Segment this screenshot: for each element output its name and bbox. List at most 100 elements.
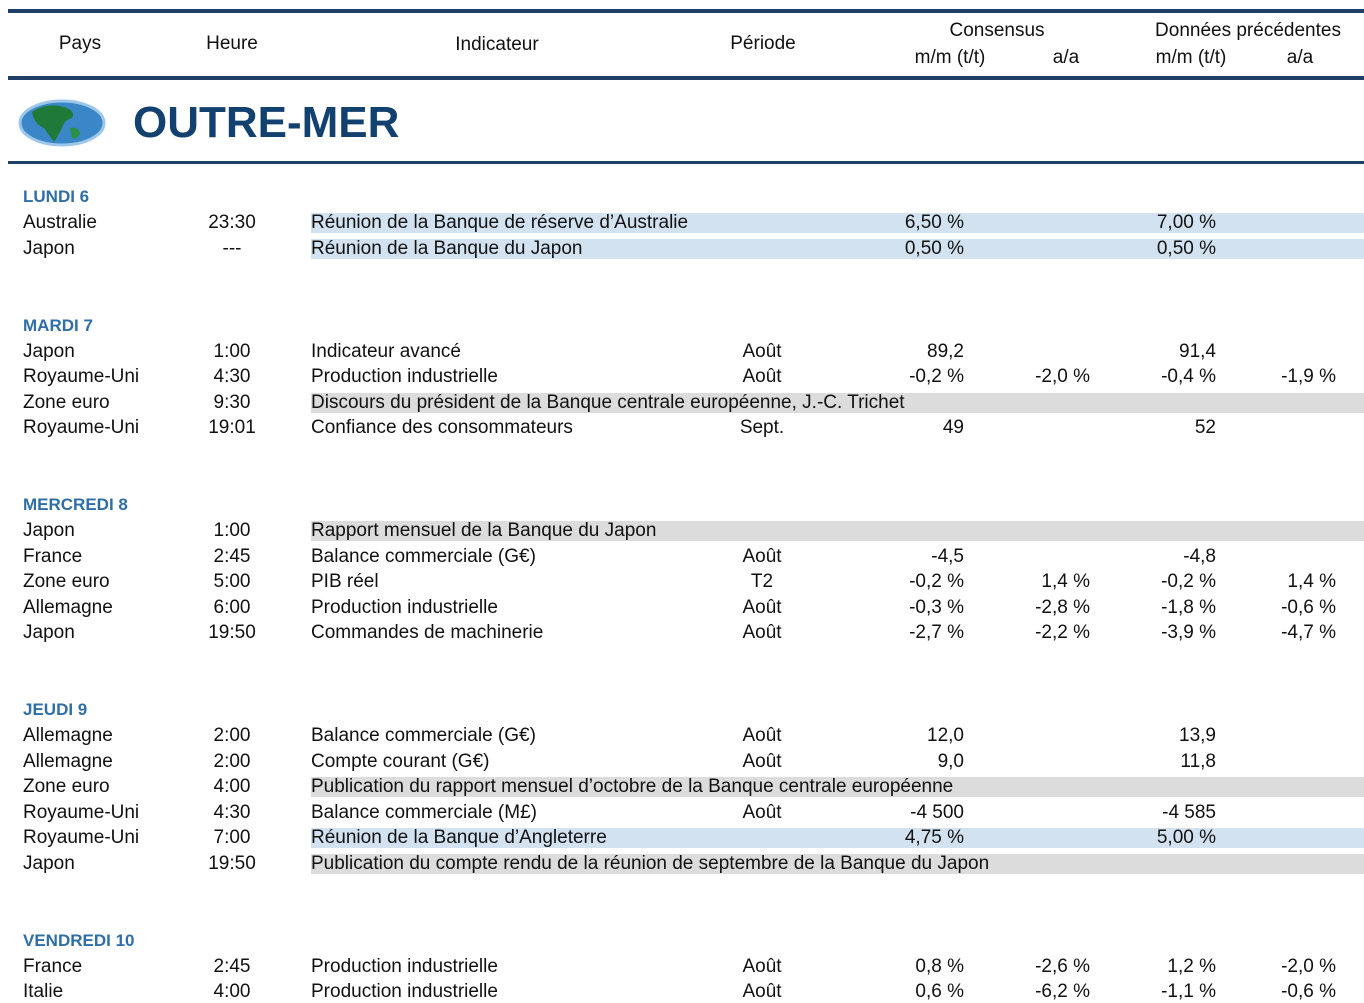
cell-consensus-mm: -4,5	[931, 545, 964, 567]
cell-indicator: Rapport mensuel de la Banque du Japon	[311, 520, 657, 541]
cell-previous-aa: -0,6 %	[1281, 596, 1336, 618]
cell-indicator: Compte courant (G€)	[311, 750, 490, 772]
cell-previous-aa: -2,0 %	[1281, 955, 1336, 977]
cell-indicator: Production industrielle	[311, 366, 498, 387]
cell-previous-mm: 0,50 %	[1156, 237, 1216, 259]
col-header: Période	[730, 33, 796, 54]
day-heading: LUNDI 6	[23, 187, 90, 206]
cell-consensus-aa: 1,4 %	[1041, 571, 1090, 592]
cell-country: Allemagne	[23, 596, 113, 618]
cell-previous-mm: -3,9 %	[1161, 622, 1216, 643]
row-highlight	[311, 238, 1364, 259]
cell-consensus-aa: -2,0 %	[1035, 366, 1090, 387]
cell-country: Royaume-Uni	[23, 417, 140, 438]
cell-previous-aa: 1,4 %	[1287, 571, 1336, 592]
cell-consensus-aa: -2,8 %	[1035, 596, 1090, 618]
top-rule	[8, 9, 1364, 13]
cell-time: 9:30	[213, 391, 251, 413]
day-heading: JEUDI 9	[23, 700, 88, 719]
cell-time: 6:00	[213, 596, 251, 618]
cell-country: Japon	[23, 520, 75, 541]
day-heading: VENDREDI 10	[23, 930, 135, 950]
cell-country: Royaume-Uni	[23, 366, 140, 387]
cell-indicator: Production industrielle	[311, 596, 498, 618]
cell-country: France	[23, 955, 83, 977]
cell-period: Août	[742, 725, 782, 746]
row-highlight	[311, 853, 1364, 874]
cell-previous-mm: -0,2 %	[1161, 571, 1216, 592]
cell-previous-mm: 52	[1194, 417, 1216, 438]
cell-consensus-mm: -0,2 %	[909, 366, 964, 387]
cell-time: 4:30	[213, 801, 251, 823]
day-heading: MERCREDI 8	[23, 495, 128, 514]
cell-country: Japon	[23, 237, 75, 259]
cell-country: Japon	[23, 852, 75, 874]
cell-consensus-mm: 9,0	[937, 750, 964, 772]
cell-indicator: Réunion de la Banque du Japon	[311, 237, 583, 259]
cell-previous-mm: -1,1 %	[1161, 981, 1216, 1002]
col-header: Heure	[206, 33, 258, 54]
cell-consensus-mm: -4 500	[910, 801, 964, 823]
col-subheader: a/a	[1286, 47, 1314, 68]
cell-previous-mm: 7,00 %	[1156, 212, 1216, 233]
cell-indicator: PIB réel	[311, 571, 379, 592]
cell-consensus-mm: 89,2	[927, 340, 964, 362]
day-heading: MARDI 7	[23, 315, 93, 335]
cell-indicator: Discours du président de la Banque centr…	[311, 391, 905, 413]
cell-country: Japon	[23, 340, 75, 362]
cell-period: Août	[742, 981, 782, 1002]
row-highlight	[311, 828, 1364, 848]
cell-period: Sept.	[739, 417, 785, 438]
cell-time: 2:45	[213, 955, 251, 977]
col-subheader: m/m (t/t)	[1155, 47, 1227, 68]
cell-period: Août	[742, 750, 782, 772]
cell-previous-mm: 11,8	[1180, 750, 1216, 772]
cell-time: 7:00	[213, 827, 251, 848]
col-header: Indicateur	[455, 34, 539, 55]
cell-country: Australie	[23, 212, 97, 233]
cell-time: 19:01	[208, 417, 256, 438]
cell-time: 2:00	[213, 725, 251, 746]
cell-time: ---	[222, 237, 242, 259]
cell-previous-mm: -0,4 %	[1161, 366, 1216, 387]
cell-consensus-mm: -0,2 %	[909, 571, 964, 592]
cell-consensus-mm: 4,75 %	[904, 827, 964, 848]
cell-period: Août	[742, 545, 782, 567]
cell-previous-aa: -1,9 %	[1281, 366, 1336, 387]
cell-indicator: Indicateur avancé	[311, 340, 461, 362]
col-header: Pays	[58, 33, 102, 54]
cell-previous-aa: -4,7 %	[1281, 622, 1336, 643]
cell-consensus-mm: 0,8 %	[915, 955, 964, 977]
cell-time: 2:45	[213, 545, 251, 567]
cell-previous-mm: 91,4	[1179, 340, 1216, 362]
cell-country: Zone euro	[23, 391, 110, 413]
cell-consensus-aa: -6,2 %	[1035, 981, 1090, 1002]
cell-time: 4:00	[213, 776, 251, 797]
cell-indicator: Commandes de machinerie	[311, 622, 544, 643]
cell-indicator: Balance commerciale (G€)	[311, 545, 536, 567]
cell-country: France	[23, 545, 83, 567]
cell-time: 4:00	[213, 981, 251, 1002]
cell-country: Royaume-Uni	[23, 801, 140, 823]
cell-indicator: Confiance des consommateurs	[311, 417, 573, 438]
cell-country: Italie	[23, 981, 64, 1002]
cell-period: Août	[742, 955, 782, 977]
cell-consensus-mm: 0,6 %	[915, 981, 964, 1002]
cell-country: Allemagne	[23, 750, 113, 772]
row-highlight	[311, 777, 1364, 797]
cell-indicator: Balance commerciale (M£)	[311, 801, 537, 823]
cell-period: Août	[742, 622, 782, 643]
cell-consensus-mm: 12,0	[927, 725, 964, 746]
cell-consensus-mm: 49	[942, 417, 964, 438]
cell-indicator: Production industrielle	[311, 955, 498, 977]
cell-time: 4:30	[213, 366, 251, 387]
cell-previous-mm: -4,8	[1183, 545, 1216, 567]
col-subheader: a/a	[1052, 47, 1080, 68]
cell-previous-aa: -0,6 %	[1281, 981, 1336, 1002]
cell-previous-mm: -4 585	[1162, 801, 1216, 823]
cell-country: Allemagne	[23, 725, 113, 746]
cell-time: 23:30	[208, 212, 256, 233]
cell-time: 1:00	[213, 520, 251, 541]
header-rule	[8, 76, 1364, 80]
